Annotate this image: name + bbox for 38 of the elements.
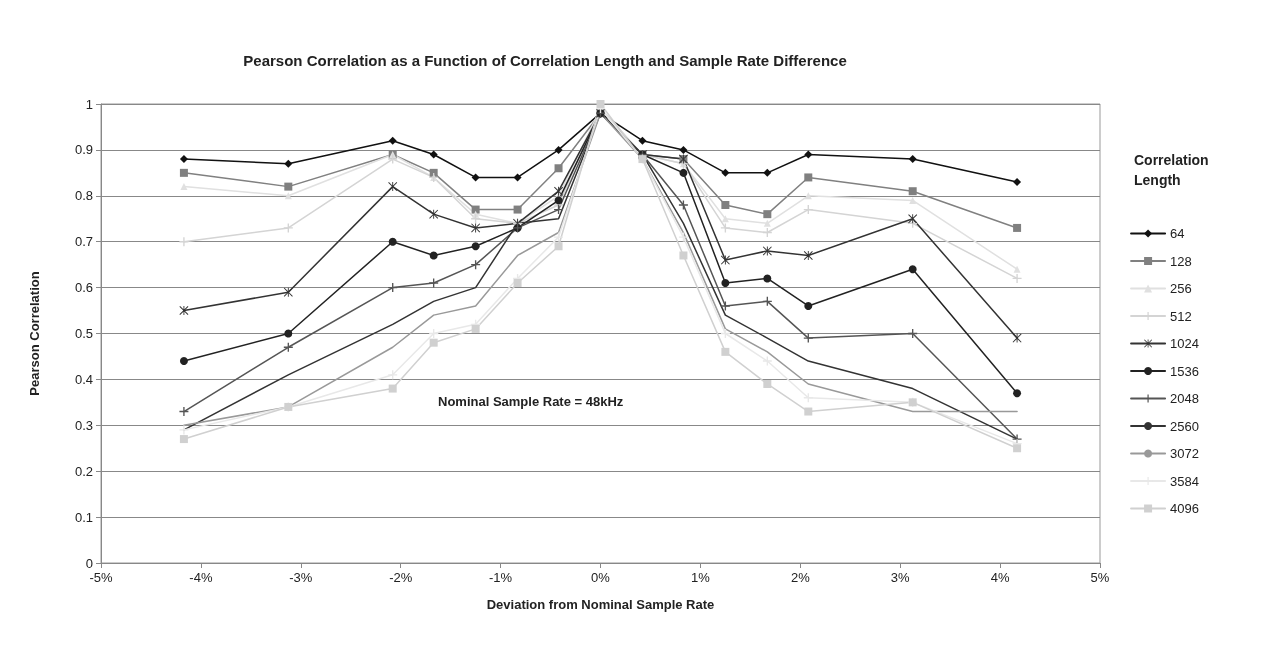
y-tick-label: 0.3: [74, 417, 93, 433]
y-tick-label: 0.6: [74, 280, 93, 296]
annotation: Nominal Sample Rate = 48kHz: [438, 394, 624, 409]
x-tick-label: 5%: [1090, 570, 1110, 585]
y-tick-label: 0.5: [74, 326, 93, 341]
y-tick-label: 0.4: [74, 371, 93, 387]
legend-label: 512: [1170, 308, 1192, 324]
legend-label: 4096: [1170, 501, 1199, 516]
x-tick-label: -1%: [489, 570, 513, 585]
y-axis-title: Pearson Correlation: [27, 271, 42, 396]
legend-label: 2048: [1170, 391, 1199, 406]
x-tick-label: -3%: [289, 570, 313, 585]
y-tick-label: 0: [85, 555, 93, 571]
x-tick-label: 0%: [591, 570, 611, 585]
y-tick-label: 0.8: [74, 188, 93, 204]
legend-label: 3072: [1170, 446, 1199, 461]
x-tick-label: 4%: [990, 570, 1010, 585]
y-tick-label: 0.1: [74, 509, 93, 525]
x-tick-label: -4%: [189, 570, 213, 585]
legend-label: 128: [1170, 253, 1192, 269]
x-tick-label: 2%: [790, 570, 811, 585]
y-tick-label: 0.2: [74, 463, 93, 479]
y-tick-label: 1: [85, 96, 93, 112]
x-tick-label: 3%: [890, 570, 911, 585]
x-tick-label: -5%: [89, 570, 113, 585]
legend-label: 1024: [1170, 336, 1199, 351]
y-tick-label: 0.7: [74, 234, 93, 250]
legend-label: 64: [1170, 226, 1185, 241]
y-tick-label: 0.9: [74, 142, 93, 158]
x-tick-label: 1%: [691, 570, 711, 585]
legend-label: 1536: [1170, 363, 1199, 379]
x-tick-label: -2%: [389, 570, 413, 585]
legend-label: 3584: [1170, 473, 1199, 489]
legend-title: Correlation Length: [1134, 152, 1213, 188]
legend-label: 2560: [1170, 418, 1199, 434]
x-axis-title: Deviation from Nominal Sample Rate: [486, 597, 715, 612]
legend-label: 256: [1170, 281, 1192, 296]
chart-title: Pearson Correlation as a Function of Correlation Length and Sample Rate Difference: [243, 52, 847, 69]
